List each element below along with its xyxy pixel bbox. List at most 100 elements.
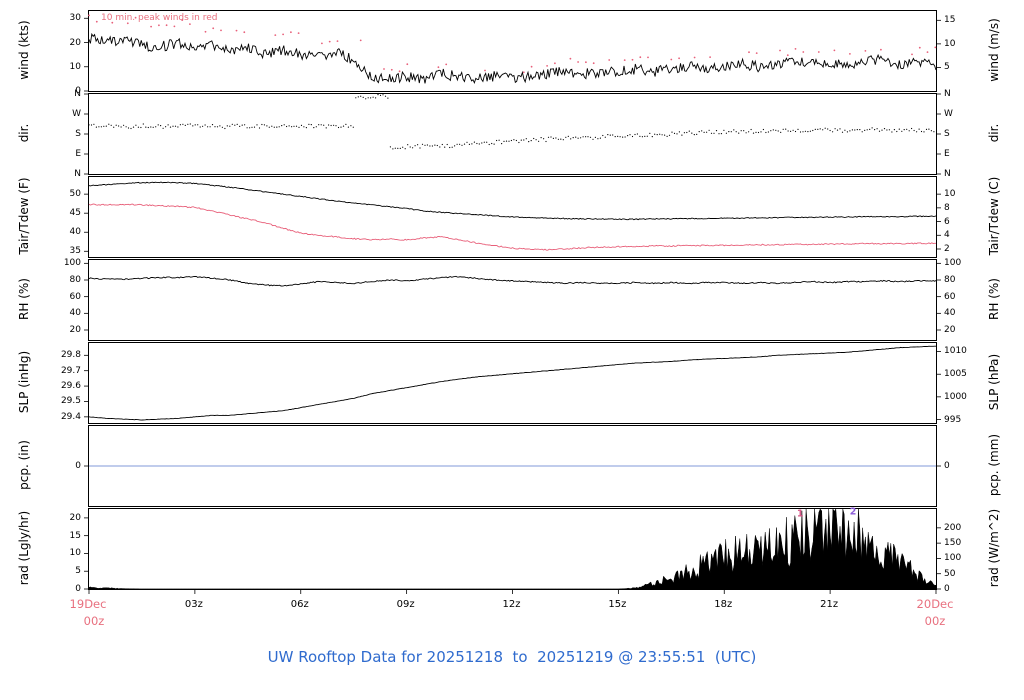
- y-label-pcp-left: pcp. (in): [17, 440, 31, 490]
- axis-tick-label: 1005: [944, 369, 967, 380]
- axis-tick-label: 30: [69, 13, 81, 24]
- axis-tick-label: 29.8: [60, 350, 81, 361]
- axis-tick-label: 150: [944, 538, 962, 549]
- axis-tick-label: 40: [69, 308, 81, 319]
- y-label-rh-left: RH (%): [17, 278, 31, 320]
- axis-tick-label: 2: [944, 244, 950, 254]
- axis-tick-label: E: [75, 149, 81, 159]
- panel-temperature: 35 40 45 50 2 4 6 8 10: [70, 176, 955, 258]
- start-date-label: 19Dec: [69, 597, 107, 611]
- y-label-pcp-right: pcp. (mm): [987, 433, 1001, 497]
- end-date-label: 20Dec: [916, 597, 954, 611]
- y-label-rad-right: rad (W/m^2): [987, 508, 1001, 588]
- axis-tick-label: 200: [944, 522, 962, 533]
- axis-tick-label: 0: [75, 86, 81, 96]
- axis-tick-label: 100: [944, 258, 962, 269]
- axis-tick-label: 60: [944, 291, 956, 302]
- axis-tick-label: 5: [944, 62, 950, 73]
- x-tick-label: 09z: [396, 599, 415, 610]
- axis-tick-label: 100: [944, 553, 962, 564]
- axis-tick-label: 15: [944, 15, 956, 26]
- peak-wind-note: 10 min. peak winds in red: [101, 13, 218, 23]
- axis-tick-label: 0: [944, 461, 950, 471]
- x-tick-label: 21z: [820, 599, 839, 610]
- y-label-wind-right: wind (m/s): [987, 18, 1001, 82]
- y-label-dir-right: dir.: [987, 123, 1001, 143]
- x-tick-label: 03z: [184, 599, 203, 610]
- pressure-plot: [84, 345, 941, 421]
- direction-plot: [84, 93, 941, 175]
- axis-tick-label: 50: [69, 189, 81, 200]
- axis-tick-label: 15: [69, 530, 81, 541]
- y-label-temp-right: Tair/Tdew (C): [987, 176, 1001, 256]
- humidity-plot: [84, 262, 941, 331]
- axis-tick-label: 0: [75, 584, 81, 594]
- temperature-plot: [84, 181, 941, 252]
- axis-tick-label: 29.5: [60, 396, 81, 407]
- panel-humidity: 20 40 60 80 100 20 40 60 80 100: [64, 258, 961, 341]
- end-time-label: 00z: [924, 614, 946, 628]
- x-tick-label: 12z: [502, 599, 521, 610]
- axis-tick-label: 1010: [944, 346, 967, 357]
- axis-tick-label: 50: [944, 568, 956, 579]
- axis-tick-label: W: [944, 109, 953, 119]
- rad-annotation: 1: [796, 508, 804, 520]
- radiation-plot: [84, 508, 941, 594]
- axis-tick-label: 20: [69, 37, 81, 48]
- axis-tick-label: S: [944, 129, 950, 139]
- axis-tick-label: 20: [944, 325, 956, 335]
- axis-tick-label: 0: [75, 461, 81, 471]
- axis-tick-label: N: [944, 169, 951, 179]
- axis-tick-label: 35: [69, 246, 81, 257]
- axis-tick-label: E: [944, 149, 950, 159]
- axis-tick-label: 1000: [944, 391, 967, 402]
- precipitation-plot: [84, 465, 941, 467]
- y-label-temp-left: Tair/Tdew (F): [17, 177, 31, 255]
- x-tick-label: 18z: [714, 599, 733, 610]
- wind-plot: [84, 14, 941, 92]
- start-time-label: 00z: [83, 614, 105, 628]
- axis-tick-label: W: [72, 109, 81, 119]
- axis-tick-label: 80: [69, 275, 81, 285]
- axis-tick-label: 45: [69, 208, 81, 219]
- axis-tick-label: N: [74, 89, 81, 99]
- rad-annotation: 2: [849, 506, 857, 518]
- axis-tick-label: 10: [944, 189, 956, 200]
- y-label-dir-left: dir.: [17, 123, 31, 143]
- panel-radiation: 0 5 10 15 20 0 50 100 150 200 1 2: [70, 506, 961, 594]
- figure-title: UW Rooftop Data for 20251218 to 20251219…: [267, 648, 757, 666]
- axis-tick-label: 29.6: [60, 381, 81, 392]
- axis-tick-label: 10: [944, 38, 956, 49]
- axis-tick-label: 8: [944, 202, 950, 213]
- axis-tick-label: 4: [944, 230, 950, 241]
- axis-tick-label: 10: [69, 548, 81, 559]
- axis-tick-label: 995: [944, 414, 962, 425]
- x-tick-label: 06z: [290, 599, 309, 610]
- panel-wind: 10 min. peak winds in red 0 10 20 30 5 10 15: [70, 10, 955, 96]
- axis-tick-label: 5: [75, 566, 81, 577]
- x-tick-label: 15z: [608, 599, 627, 610]
- axis-tick-label: S: [75, 129, 81, 139]
- y-label-slp-left: SLP (inHg): [17, 350, 31, 414]
- axis-tick-label: 40: [944, 308, 956, 319]
- axis-tick-label: 40: [69, 227, 81, 238]
- axis-tick-label: 29.4: [60, 411, 81, 422]
- axis-tick-label: 20: [69, 512, 81, 523]
- panel-pressure: 29.4 29.5 29.6 29.7 29.8 995 1000 1005 1010: [61, 342, 967, 425]
- y-label-wind-left: wind (kts): [17, 20, 31, 80]
- axis-tick-label: 6: [944, 216, 950, 227]
- axis-tick-label: 60: [69, 291, 81, 302]
- axis-tick-label: N: [944, 89, 951, 99]
- axis-tick-label: 0: [944, 584, 950, 594]
- axis-tick-label: 100: [63, 258, 81, 269]
- axis-tick-label: 29.7: [60, 365, 81, 376]
- axis-tick-label: N: [74, 169, 81, 179]
- axis-tick-label: 20: [69, 325, 81, 335]
- axis-tick-label: 10: [69, 61, 81, 72]
- y-label-rad-left: rad (Lgly/hr): [17, 510, 31, 586]
- y-label-rh-right: RH (%): [987, 278, 1001, 320]
- y-label-slp-right: SLP (hPa): [987, 353, 1001, 411]
